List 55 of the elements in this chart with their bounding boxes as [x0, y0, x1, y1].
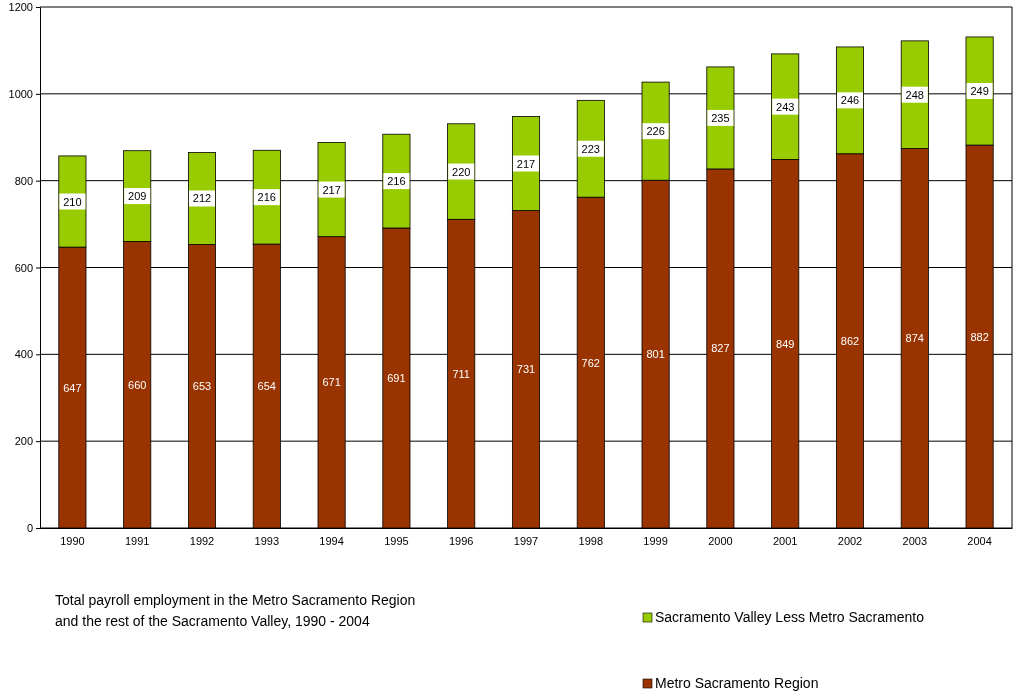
data-label: 874	[905, 332, 924, 345]
text: Total payroll employment in the Metro Sacramento Region and the rest of the Sacramento Valley, 1990 - 2004	[55, 592, 416, 629]
x-tick-label: 1997	[513, 535, 539, 548]
legend-label: Sacramento Valley Less Metro Sacramento	[655, 609, 925, 625]
x-tick-label: 1995	[384, 535, 409, 548]
x-tick-label: 1992	[189, 535, 215, 548]
data-label: 217	[516, 157, 536, 170]
data-label: 235	[711, 111, 730, 124]
x-tick-label: 1993	[254, 535, 280, 548]
data-label: 220	[452, 165, 471, 178]
y-tick-label: 1000	[8, 87, 33, 100]
data-label: 212	[192, 192, 212, 205]
data-label: 671	[322, 376, 341, 389]
x-tick-label: 1994	[319, 535, 344, 548]
x-tick-label: 2003	[902, 535, 928, 548]
x-tick-label: 2000	[708, 535, 733, 548]
data-label: 249	[970, 85, 989, 98]
data-label: 762	[581, 356, 600, 369]
x-tick-label: 2002	[837, 535, 863, 548]
data-label: 217	[322, 183, 341, 196]
data-label: 731	[516, 363, 536, 376]
data-label: 243	[776, 100, 795, 113]
data-label: 801	[646, 348, 665, 361]
data-label: 654	[257, 380, 276, 393]
data-label: 882	[970, 330, 989, 343]
data-label: 216	[257, 191, 276, 204]
data-label: 209	[128, 190, 147, 203]
data-label: 827	[711, 342, 730, 355]
data-label: 691	[387, 372, 406, 384]
y-tick-label: 800	[14, 174, 33, 187]
x-tick-label: 2001	[772, 535, 798, 548]
data-label: 210	[63, 195, 82, 208]
data-label: 223	[581, 142, 600, 155]
x-tick-label: 1998	[578, 535, 604, 548]
data-label: 226	[646, 125, 665, 138]
data-label: 647	[63, 381, 82, 394]
data-label: 653	[192, 380, 212, 393]
legend-label: Metro Sacramento Region	[655, 675, 819, 691]
data-label: 248	[905, 88, 924, 101]
x-tick-label: 1990	[60, 535, 85, 548]
y-tick-label: 0	[26, 522, 33, 535]
data-label: 660	[128, 378, 147, 391]
x-tick-label: 1999	[643, 535, 668, 548]
data-label: 216	[387, 175, 406, 188]
data-label: 849	[776, 337, 795, 350]
x-tick-label: 1996	[448, 535, 474, 548]
data-label: 711	[452, 367, 470, 380]
x-tick-label: 1991	[124, 535, 150, 548]
y-tick-label: 600	[14, 261, 33, 274]
x-tick-label: 2004	[967, 535, 992, 548]
y-tick-label: 200	[14, 435, 33, 448]
y-tick-label: 1200	[8, 1, 33, 14]
data-label: 246	[840, 94, 860, 107]
y-tick-label: 400	[14, 348, 33, 361]
data-label: 862	[840, 334, 860, 347]
